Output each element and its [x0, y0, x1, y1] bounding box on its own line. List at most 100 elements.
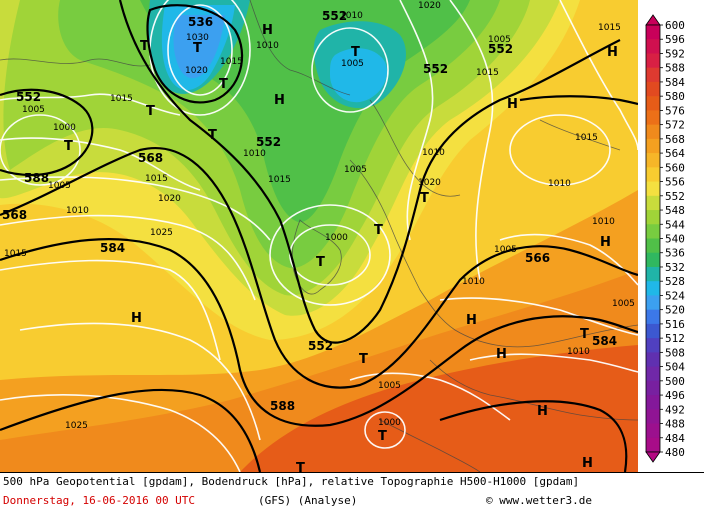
legend-swatch [646, 67, 660, 83]
legend-label: 544 [665, 218, 685, 231]
legend-label: 512 [665, 332, 685, 345]
legend-swatch [646, 181, 660, 197]
legend-label: 492 [665, 403, 685, 416]
gp-label: 552 [256, 135, 281, 149]
legend-swatch [646, 352, 660, 368]
topography-band-580-south [240, 345, 638, 472]
weather-map: 536 552 552 552 552 552 568 568 584 588 … [0, 0, 638, 472]
low-pressure-marker: T [580, 327, 589, 342]
low-pressure-marker: T [64, 139, 73, 154]
legend-swatch [646, 437, 660, 453]
high-pressure-marker: H [537, 404, 548, 419]
low-pressure-marker: T [420, 191, 429, 206]
geopotential-contours [0, 0, 638, 472]
low-pressure-marker: T [374, 223, 383, 238]
topography-band-524 [173, 15, 225, 79]
pressure-label: 1010 [256, 41, 279, 51]
legend-swatch [646, 25, 660, 40]
gp-label: 568 [138, 151, 163, 165]
high-pressure-marker: H [607, 45, 618, 60]
low-pressure-marker: T [359, 352, 368, 367]
low-pressure-marker: T [351, 45, 360, 60]
legend-label: 496 [665, 389, 685, 402]
legend-swatch [646, 266, 660, 282]
legend-label: 528 [665, 275, 685, 288]
legend-label: 564 [665, 147, 685, 160]
gp-label: 588 [24, 171, 49, 185]
map-caption: 500 hPa Geopotential [gpdam], Bodendruck… [0, 472, 704, 513]
low-pressure-marker: T [378, 429, 387, 444]
pressure-label: 1000 [378, 418, 401, 428]
pressure-label: 1020 [418, 1, 441, 11]
legend-swatch [646, 238, 660, 254]
pressure-label: 1000 [325, 233, 348, 243]
low-pressure-marker: T [316, 255, 325, 270]
low-pressure-marker: T [146, 104, 155, 119]
legend-swatch [646, 53, 660, 69]
legend-swatch [646, 323, 660, 339]
high-pressure-marker: H [274, 93, 285, 108]
legend-swatch [646, 366, 660, 382]
high-pressure-marker: H [507, 97, 518, 112]
legend-label: 592 [665, 47, 685, 60]
legend-swatch [646, 153, 660, 168]
legend-label: 548 [665, 204, 685, 217]
legend-label: 504 [665, 361, 685, 374]
legend-swatch [646, 167, 660, 183]
legend-swatch [646, 81, 660, 97]
legend-label: 500 [665, 375, 685, 388]
gp-label: 552 [308, 339, 333, 353]
pressure-label: 1005 [488, 35, 511, 45]
legend-swatch [646, 124, 660, 140]
pressure-label: 1025 [65, 421, 88, 431]
legend-swatch [646, 110, 660, 126]
low-pressure-marker: T [208, 128, 217, 143]
low-pressure-marker: T [296, 461, 305, 472]
high-pressure-marker: H [496, 347, 507, 362]
pressure-labels: 1005 1010 1015 1020 1025 1030 1000 1005 … [4, 1, 635, 431]
caption-title: 500 hPa Geopotential [gpdam], Bodendruck… [3, 475, 580, 488]
pressure-label: 1010 [422, 148, 445, 158]
pressure-label: 1010 [243, 149, 266, 159]
gp-label: 552 [16, 90, 41, 104]
gp-label: 552 [488, 42, 513, 56]
pressure-label: 1015 [110, 94, 133, 104]
legend-swatch [646, 39, 660, 54]
legend-swatch [646, 195, 660, 211]
high-pressure-marker: H [466, 313, 477, 328]
legend-label: 520 [665, 304, 685, 317]
pressure-label: 1020 [185, 66, 208, 76]
caption-meta: Donnerstag, 16-06-2016 00 UTC (GFS) (Ana… [3, 494, 592, 507]
legend-label: 524 [665, 289, 685, 302]
gp-label: 584 [592, 334, 617, 348]
legend-label: 488 [665, 418, 685, 431]
color-scale-legend: 600 596 592 588 584 580 576 572 568 564 560 556 552 5… [638, 0, 704, 472]
legend-swatch [646, 380, 660, 396]
legend-swatch [646, 224, 660, 239]
legend-swatch [646, 210, 660, 225]
legend-label: 556 [665, 176, 685, 189]
legend-arrow-down [645, 451, 661, 463]
geopotential-labels: 536 552 552 552 552 552 568 568 584 588 … [2, 9, 617, 413]
pressure-label: 1010 [567, 347, 590, 357]
legend-label: 508 [665, 346, 685, 359]
low-markers: T T T T T T T T T T T T T T [64, 39, 589, 472]
pressure-label: 1010 [66, 206, 89, 216]
gp-label: 552 [322, 9, 347, 23]
legend-label: 600 [665, 19, 685, 32]
pressure-label: 1010 [462, 277, 485, 287]
legend-label: 580 [665, 90, 685, 103]
legend-label: 484 [665, 432, 685, 445]
legend-label: 536 [665, 247, 685, 260]
pressure-label: 1020 [158, 194, 181, 204]
legend-swatch [646, 281, 660, 296]
legend-label: 480 [665, 446, 685, 459]
legend-swatch [646, 96, 660, 111]
legend-label: 516 [665, 318, 685, 331]
gp-label: 552 [423, 62, 448, 76]
legend-swatch [646, 338, 660, 353]
pressure-label: 1000 [53, 123, 76, 133]
pressure-label: 1005 [344, 165, 367, 175]
legend-label: 588 [665, 62, 685, 75]
pressure-label: 1020 [418, 178, 441, 188]
